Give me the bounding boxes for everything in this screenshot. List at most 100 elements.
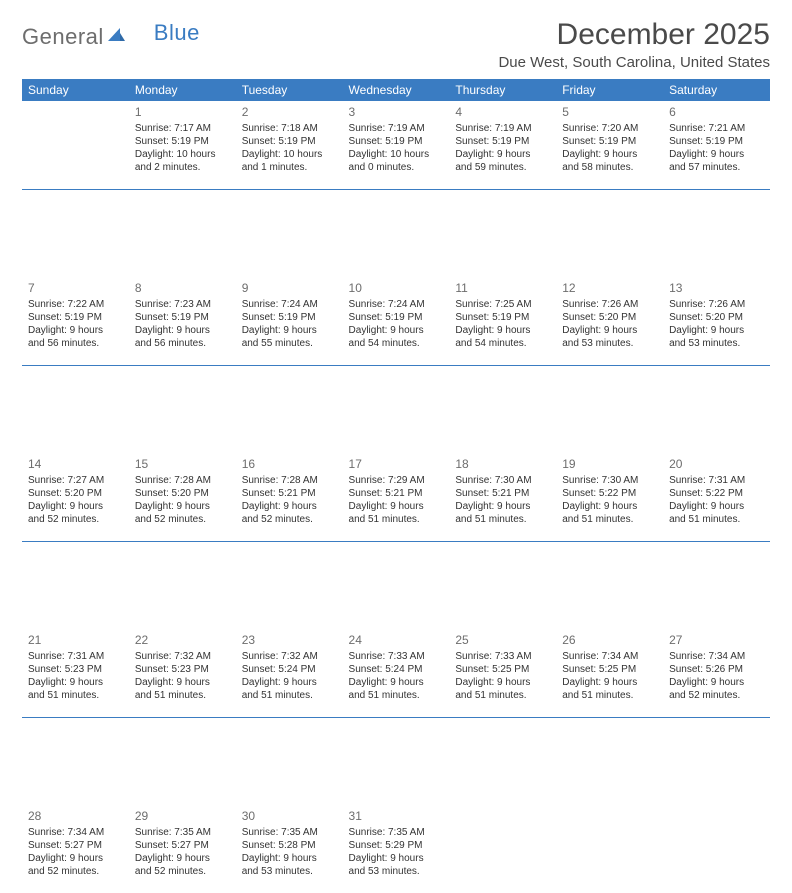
day-info-line: Daylight: 9 hours	[28, 852, 123, 865]
brand-sail-icon	[106, 26, 126, 49]
day-info-line: Daylight: 9 hours	[669, 676, 764, 689]
day-info-line: Daylight: 9 hours	[455, 500, 550, 513]
day-number: 4	[455, 103, 550, 122]
day-info-line: Sunrise: 7:21 AM	[669, 122, 764, 135]
day-info-line: Daylight: 10 hours	[349, 148, 444, 161]
day-info-line: Sunset: 5:20 PM	[669, 311, 764, 324]
day-info-line: and 52 minutes.	[28, 513, 123, 526]
day-info-line: and 51 minutes.	[349, 689, 444, 702]
day-info-line: Sunrise: 7:26 AM	[669, 298, 764, 311]
day-info-line: Daylight: 9 hours	[562, 148, 657, 161]
day-number: 6	[669, 103, 764, 122]
day-info-line: Sunset: 5:25 PM	[562, 663, 657, 676]
day-number: 15	[135, 455, 230, 474]
day-info-line: and 51 minutes.	[455, 689, 550, 702]
page-title: December 2025	[498, 18, 770, 52]
day-number: 21	[28, 631, 123, 650]
weekday-header: Thursday	[449, 79, 556, 101]
day-info-line: Daylight: 9 hours	[349, 500, 444, 513]
day-info-line: Sunrise: 7:28 AM	[242, 474, 337, 487]
day-cell: 27Sunrise: 7:34 AMSunset: 5:26 PMDayligh…	[663, 629, 770, 717]
day-info-line: and 52 minutes.	[669, 689, 764, 702]
day-info-line: Sunrise: 7:34 AM	[562, 650, 657, 663]
day-info-line: and 51 minutes.	[562, 513, 657, 526]
day-number: 31	[349, 807, 444, 826]
page-subtitle: Due West, South Carolina, United States	[498, 54, 770, 71]
day-info-line: Daylight: 9 hours	[28, 324, 123, 337]
brand-word-1: General	[22, 24, 104, 50]
day-number: 13	[669, 279, 764, 298]
day-info-line: Daylight: 9 hours	[562, 676, 657, 689]
day-info-line: and 54 minutes.	[349, 337, 444, 350]
week-row: 21Sunrise: 7:31 AMSunset: 5:23 PMDayligh…	[22, 629, 770, 717]
day-cell	[663, 805, 770, 893]
day-info-line: Daylight: 9 hours	[669, 148, 764, 161]
weekday-header: Friday	[556, 79, 663, 101]
day-info-line: Daylight: 9 hours	[455, 148, 550, 161]
day-number: 9	[242, 279, 337, 298]
day-info-line: and 55 minutes.	[242, 337, 337, 350]
day-info-line: and 53 minutes.	[242, 865, 337, 878]
day-info-line: and 51 minutes.	[562, 689, 657, 702]
day-info-line: Sunset: 5:23 PM	[28, 663, 123, 676]
day-cell: 14Sunrise: 7:27 AMSunset: 5:20 PMDayligh…	[22, 453, 129, 541]
day-info-line: Sunrise: 7:33 AM	[349, 650, 444, 663]
day-info-line: Sunrise: 7:23 AM	[135, 298, 230, 311]
day-cell: 10Sunrise: 7:24 AMSunset: 5:19 PMDayligh…	[343, 277, 450, 365]
day-cell: 31Sunrise: 7:35 AMSunset: 5:29 PMDayligh…	[343, 805, 450, 893]
day-cell: 19Sunrise: 7:30 AMSunset: 5:22 PMDayligh…	[556, 453, 663, 541]
brand-word-2: Blue	[154, 20, 200, 46]
day-number: 19	[562, 455, 657, 474]
day-info-line: Sunrise: 7:20 AM	[562, 122, 657, 135]
day-info-line: Sunset: 5:21 PM	[349, 487, 444, 500]
day-cell: 20Sunrise: 7:31 AMSunset: 5:22 PMDayligh…	[663, 453, 770, 541]
day-info-line: Sunset: 5:27 PM	[135, 839, 230, 852]
week-separator	[22, 189, 770, 277]
day-number: 12	[562, 279, 657, 298]
weekday-header: Wednesday	[343, 79, 450, 101]
day-cell: 12Sunrise: 7:26 AMSunset: 5:20 PMDayligh…	[556, 277, 663, 365]
day-info-line: Daylight: 9 hours	[28, 500, 123, 513]
weekday-header: Tuesday	[236, 79, 343, 101]
weekday-header: Monday	[129, 79, 236, 101]
day-info-line: Sunset: 5:21 PM	[242, 487, 337, 500]
day-info-line: Sunrise: 7:29 AM	[349, 474, 444, 487]
day-info-line: Sunset: 5:29 PM	[349, 839, 444, 852]
day-info-line: Daylight: 9 hours	[349, 676, 444, 689]
day-cell: 6Sunrise: 7:21 AMSunset: 5:19 PMDaylight…	[663, 101, 770, 189]
day-info-line: and 53 minutes.	[562, 337, 657, 350]
day-info-line: and 53 minutes.	[349, 865, 444, 878]
day-info-line: and 54 minutes.	[455, 337, 550, 350]
day-number: 8	[135, 279, 230, 298]
day-info-line: Sunset: 5:19 PM	[242, 135, 337, 148]
day-info-line: and 56 minutes.	[28, 337, 123, 350]
day-info-line: Sunset: 5:20 PM	[28, 487, 123, 500]
day-info-line: Sunrise: 7:35 AM	[242, 826, 337, 839]
day-info-line: Daylight: 9 hours	[455, 676, 550, 689]
day-cell: 26Sunrise: 7:34 AMSunset: 5:25 PMDayligh…	[556, 629, 663, 717]
day-info-line: and 53 minutes.	[669, 337, 764, 350]
day-number: 10	[349, 279, 444, 298]
day-info-line: Sunrise: 7:30 AM	[562, 474, 657, 487]
week-separator	[22, 365, 770, 453]
day-info-line: and 57 minutes.	[669, 161, 764, 174]
week-row: 14Sunrise: 7:27 AMSunset: 5:20 PMDayligh…	[22, 453, 770, 541]
day-number: 20	[669, 455, 764, 474]
day-info-line: and 0 minutes.	[349, 161, 444, 174]
day-info-line: Sunset: 5:24 PM	[242, 663, 337, 676]
day-info-line: Sunset: 5:26 PM	[669, 663, 764, 676]
day-info-line: and 51 minutes.	[349, 513, 444, 526]
day-cell: 23Sunrise: 7:32 AMSunset: 5:24 PMDayligh…	[236, 629, 343, 717]
day-info-line: Sunset: 5:20 PM	[135, 487, 230, 500]
brand-logo: General Blue	[22, 24, 200, 50]
day-number: 2	[242, 103, 337, 122]
day-cell: 25Sunrise: 7:33 AMSunset: 5:25 PMDayligh…	[449, 629, 556, 717]
day-number: 26	[562, 631, 657, 650]
week-row: 1Sunrise: 7:17 AMSunset: 5:19 PMDaylight…	[22, 101, 770, 189]
day-number: 18	[455, 455, 550, 474]
day-cell	[449, 805, 556, 893]
day-info-line: and 52 minutes.	[28, 865, 123, 878]
day-number: 27	[669, 631, 764, 650]
day-info-line: and 2 minutes.	[135, 161, 230, 174]
day-cell: 15Sunrise: 7:28 AMSunset: 5:20 PMDayligh…	[129, 453, 236, 541]
